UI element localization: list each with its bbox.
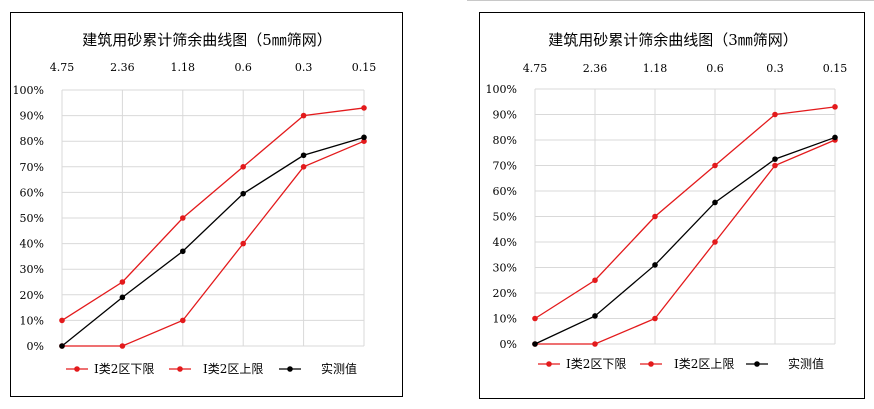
y-tick-label: 40%: [20, 238, 44, 251]
legend-label: I类2区下限: [566, 357, 626, 371]
data-point: [119, 279, 126, 285]
data-point: [361, 134, 367, 141]
data-point: [300, 152, 307, 159]
y-tick-label: 40%: [493, 236, 517, 249]
legend-swatch-marker: [177, 366, 183, 372]
data-point: [361, 105, 367, 111]
data-point: [240, 240, 246, 247]
x-tick-label: 0.3: [295, 61, 313, 74]
y-tick-label: 50%: [493, 211, 517, 224]
legend-label: I类2区下限: [94, 362, 154, 376]
chart-svg-3mm: 建筑用砂累计筛余曲线图（3㎜筛网） 0% 10% 20% 30% 40% 50% 60% 70%…: [486, 31, 848, 371]
data-point: [119, 343, 126, 349]
series-line: [61, 136, 365, 347]
data-point: [712, 239, 718, 245]
data-point: [532, 315, 538, 322]
legend-swatch-marker: [754, 361, 760, 367]
series-line: [534, 106, 836, 320]
x-tick-label: 1.18: [171, 61, 196, 74]
data-point: [240, 164, 246, 170]
x-tick-label: 0.3: [766, 62, 784, 75]
data-point: [652, 213, 658, 220]
data-point: [712, 199, 718, 206]
x-tick-label: 2.36: [583, 62, 608, 75]
series-line: [62, 140, 365, 347]
data-point: [119, 294, 126, 301]
series-line: [534, 136, 836, 345]
top-divider-line: [467, 0, 874, 1]
data-point: [300, 164, 307, 170]
y-tick-label: 30%: [493, 262, 517, 275]
y-tick-label: 70%: [493, 160, 517, 173]
y-tick-label: 100%: [13, 84, 44, 97]
y-tick-label: 10%: [493, 313, 517, 326]
y-tick-label: 60%: [20, 186, 44, 199]
y-tick-label: 80%: [493, 134, 517, 147]
data-point: [592, 277, 598, 284]
y-tick-label: 90%: [20, 110, 44, 123]
chart-panel-3mm: 建筑用砂累计筛余曲线图（3㎜筛网） 0% 10% 20% 30% 40% 50% 60% 70%…: [479, 12, 865, 399]
x-tick-label: 4.75: [50, 61, 75, 74]
y-tick-label: 20%: [493, 287, 517, 300]
data-point: [772, 156, 778, 162]
y-tick-label: 100%: [486, 83, 517, 96]
y-tick-label: 10%: [20, 314, 44, 327]
x-tick-label: 2.36: [110, 61, 135, 74]
data-point: [652, 315, 658, 322]
series-line: [61, 107, 365, 321]
x-tick-label: 1.18: [643, 62, 668, 75]
data-point: [180, 248, 186, 255]
legend-label: 实测值: [321, 361, 357, 376]
data-point: [832, 104, 838, 110]
data-point: [592, 341, 598, 347]
data-point: [532, 341, 538, 347]
y-tick-label: 0%: [27, 340, 44, 353]
chart-svg-5mm: 建筑用砂累计筛余曲线图（5㎜筛网） 0% 10% 20% 30% 40% 50% 60% 70%…: [13, 31, 377, 376]
data-point: [712, 162, 718, 169]
x-tick-label: 0.15: [823, 62, 848, 75]
data-point: [180, 215, 186, 221]
data-point: [772, 162, 778, 169]
x-tick-label: 0.6: [706, 62, 724, 75]
series-line: [535, 139, 836, 345]
y-tick-label: 50%: [20, 212, 44, 225]
y-tick-label: 20%: [20, 289, 44, 302]
x-tick-label: 0.15: [352, 61, 377, 74]
y-tick-label: 30%: [20, 263, 44, 276]
y-tick-label: 60%: [493, 185, 517, 198]
legend-swatch-marker: [546, 361, 552, 367]
chart-panel-5mm: 建筑用砂累计筛余曲线图（5㎜筛网） 0% 10% 20% 30% 40% 50% 60% 70%…: [10, 12, 403, 397]
legend-label: 实测值: [788, 356, 824, 371]
data-point: [361, 138, 367, 144]
data-point: [300, 112, 307, 119]
legend-swatch-marker: [74, 366, 80, 372]
data-point: [59, 343, 65, 349]
legend-swatch-marker: [648, 361, 654, 367]
y-tick-label: 80%: [20, 135, 44, 148]
data-point: [652, 262, 658, 268]
y-tick-label: 70%: [20, 161, 44, 174]
x-tick-label: 0.6: [234, 61, 252, 74]
data-point: [832, 134, 838, 141]
legend-label: I类2区上限: [674, 357, 734, 371]
legend-label: I类2区上限: [203, 362, 263, 376]
y-tick-label: 90%: [493, 109, 517, 122]
y-tick-label: 0%: [500, 338, 517, 351]
chart-title: 建筑用砂累计筛余曲线图（5㎜筛网）: [82, 31, 332, 49]
data-point: [240, 190, 246, 197]
chart-title: 建筑用砂累计筛余曲线图（3㎜筛网）: [548, 31, 798, 49]
data-point: [592, 313, 598, 319]
data-point: [772, 111, 778, 118]
data-point: [59, 317, 65, 324]
legend-swatch-marker: [287, 366, 293, 372]
x-tick-label: 4.75: [523, 62, 548, 75]
data-point: [180, 317, 186, 324]
